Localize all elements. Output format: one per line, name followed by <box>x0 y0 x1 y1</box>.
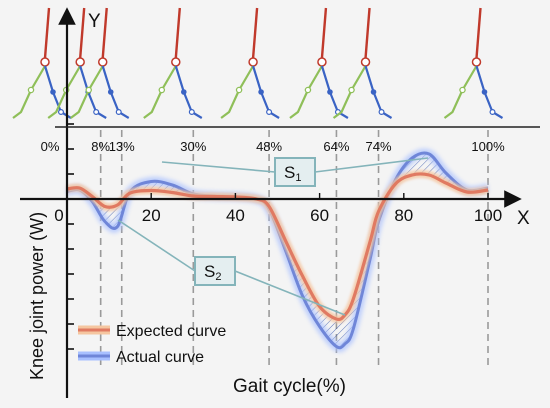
walking-leg-icon <box>332 7 393 119</box>
y-axis-ticks <box>67 123 74 350</box>
area-annotations: S1 S2 <box>117 157 429 316</box>
walking-leg-icon <box>289 7 349 119</box>
x-tick-label: 40 <box>226 206 245 225</box>
annotation-s1: S1 <box>161 157 429 187</box>
legend-label: Expected curve <box>116 323 226 340</box>
x-tick-label: 60 <box>310 206 329 225</box>
expected-curve-glow <box>66 169 489 324</box>
x-axis-ticks: 0 20 40 60 80 100 <box>54 193 502 225</box>
phase-label: 100% <box>471 139 505 154</box>
gait-phase-labels: 0% 8%13% 30% 48% 64% 74% 100% <box>41 139 505 154</box>
legend: Expected curve Actual curve <box>78 323 226 366</box>
x-axis-letter: X <box>517 208 530 229</box>
walking-leg-icon <box>70 7 130 119</box>
phase-label: 48% <box>256 139 282 154</box>
walking-leg-icon <box>443 7 504 119</box>
x-tick-label: 0 <box>54 206 63 225</box>
annotation-s2: S2 <box>117 219 346 316</box>
walking-leg-icon <box>143 7 203 119</box>
expected-curve <box>66 172 489 322</box>
phase-label: 30% <box>180 139 206 154</box>
phase-label: 0% <box>41 139 60 154</box>
phase-label: 74% <box>366 139 392 154</box>
legend-label: Actual curve <box>116 349 204 366</box>
x-tick-label: 80 <box>394 206 413 225</box>
phase-label: 64% <box>323 139 349 154</box>
gait-phase-figures <box>12 7 504 119</box>
x-tick-label: 100 <box>474 206 502 225</box>
walking-leg-icon <box>220 7 280 119</box>
curves <box>66 148 489 353</box>
legend-item: Expected curve <box>78 323 226 340</box>
y-axis-label: Knee joint power (W) <box>27 212 47 380</box>
x-tick-label: 20 <box>142 206 161 225</box>
phase-label: 8% <box>91 139 110 154</box>
x-axis-label: Gait cycle(%) <box>233 376 346 397</box>
axes <box>20 7 540 398</box>
actual-curve <box>66 151 489 350</box>
legend-item: Actual curve <box>78 349 204 366</box>
phase-label: 13% <box>109 139 135 154</box>
walking-leg-icon <box>12 7 72 119</box>
y-axis-letter: Y <box>88 11 101 32</box>
